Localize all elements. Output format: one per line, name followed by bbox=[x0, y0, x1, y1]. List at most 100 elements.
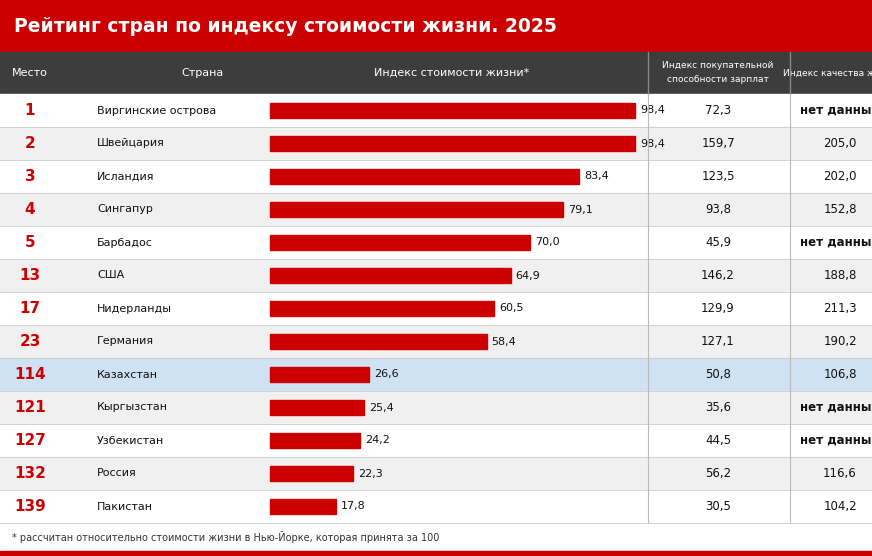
Text: 30,5: 30,5 bbox=[705, 500, 731, 513]
Text: Нидерланды: Нидерланды bbox=[97, 304, 172, 314]
Text: * рассчитан относительно стоимости жизни в Нью-Йорке, которая принята за 100: * рассчитан относительно стоимости жизни… bbox=[12, 531, 439, 543]
Text: нет данных: нет данных bbox=[800, 434, 872, 447]
Text: 188,8: 188,8 bbox=[823, 269, 856, 282]
Bar bbox=[270, 465, 352, 481]
Bar bbox=[270, 136, 635, 151]
Text: 205,0: 205,0 bbox=[823, 137, 856, 150]
Bar bbox=[0, 94, 872, 127]
Bar bbox=[270, 267, 511, 284]
Text: Кыргызстан: Кыргызстан bbox=[97, 403, 168, 413]
Text: Страна: Страна bbox=[181, 68, 223, 78]
Text: 58,4: 58,4 bbox=[492, 336, 516, 346]
Text: 45,9: 45,9 bbox=[705, 236, 731, 249]
Text: 93,8: 93,8 bbox=[705, 203, 731, 216]
Bar bbox=[0, 424, 872, 457]
Bar bbox=[0, 0, 872, 52]
Text: 64,9: 64,9 bbox=[515, 271, 541, 280]
Bar bbox=[0, 391, 872, 424]
Text: 44,5: 44,5 bbox=[705, 434, 731, 447]
Text: 211,3: 211,3 bbox=[823, 302, 857, 315]
Text: Узбекистан: Узбекистан bbox=[97, 435, 164, 445]
Bar bbox=[0, 226, 872, 259]
Text: 121: 121 bbox=[14, 400, 46, 415]
Text: Германия: Германия bbox=[97, 336, 154, 346]
Text: Барбадос: Барбадос bbox=[97, 237, 153, 247]
Text: 22,3: 22,3 bbox=[358, 469, 383, 479]
Text: 24,2: 24,2 bbox=[364, 435, 390, 445]
Text: 2: 2 bbox=[24, 136, 36, 151]
Text: 146,2: 146,2 bbox=[701, 269, 735, 282]
Text: 129,9: 129,9 bbox=[701, 302, 735, 315]
Bar bbox=[270, 301, 494, 316]
Text: США: США bbox=[97, 271, 124, 280]
Text: Сингапур: Сингапур bbox=[97, 205, 153, 215]
Text: нет данных: нет данных bbox=[800, 236, 872, 249]
Text: 190,2: 190,2 bbox=[823, 335, 857, 348]
Bar bbox=[0, 127, 872, 160]
Text: 5: 5 bbox=[24, 235, 35, 250]
Text: 116,6: 116,6 bbox=[823, 467, 857, 480]
Text: 106,8: 106,8 bbox=[823, 368, 857, 381]
Text: 104,2: 104,2 bbox=[823, 500, 857, 513]
Text: 72,3: 72,3 bbox=[705, 104, 731, 117]
Text: 139: 139 bbox=[14, 499, 46, 514]
Text: 23: 23 bbox=[19, 334, 41, 349]
Text: 13: 13 bbox=[19, 268, 41, 283]
Bar bbox=[270, 433, 360, 449]
Bar bbox=[0, 325, 872, 358]
Bar bbox=[270, 102, 635, 118]
Text: 79,1: 79,1 bbox=[569, 205, 593, 215]
Text: Индекс покупательной: Индекс покупательной bbox=[663, 62, 773, 71]
Text: 152,8: 152,8 bbox=[823, 203, 857, 216]
Bar bbox=[270, 235, 529, 250]
Bar bbox=[0, 358, 872, 391]
Text: Исландия: Исландия bbox=[97, 171, 154, 181]
Text: 4: 4 bbox=[24, 202, 35, 217]
Text: нет данных: нет данных bbox=[800, 401, 872, 414]
Bar bbox=[0, 457, 872, 490]
Bar bbox=[0, 292, 872, 325]
Text: 127,1: 127,1 bbox=[701, 335, 735, 348]
Text: 3: 3 bbox=[24, 169, 35, 184]
Text: 50,8: 50,8 bbox=[705, 368, 731, 381]
Text: 123,5: 123,5 bbox=[701, 170, 735, 183]
Text: 127: 127 bbox=[14, 433, 46, 448]
Text: способности зарплат: способности зарплат bbox=[667, 76, 769, 85]
Text: Виргинские острова: Виргинские острова bbox=[97, 106, 216, 116]
Text: 60,5: 60,5 bbox=[500, 304, 524, 314]
Text: 56,2: 56,2 bbox=[705, 467, 731, 480]
Text: 17,8: 17,8 bbox=[341, 502, 365, 512]
Text: Россия: Россия bbox=[97, 469, 137, 479]
Text: Рейтинг стран по индексу стоимости жизни. 2025: Рейтинг стран по индексу стоимости жизни… bbox=[14, 17, 557, 36]
Text: Швейцария: Швейцария bbox=[97, 138, 165, 148]
Text: Пакистан: Пакистан bbox=[97, 502, 153, 512]
Bar bbox=[0, 490, 872, 523]
Bar bbox=[270, 366, 369, 383]
Bar bbox=[270, 168, 579, 185]
Text: Место: Место bbox=[12, 68, 48, 78]
Text: нет данных: нет данных bbox=[800, 104, 872, 117]
Text: 159,7: 159,7 bbox=[701, 137, 735, 150]
Text: 25,4: 25,4 bbox=[369, 403, 394, 413]
Text: 98,4: 98,4 bbox=[640, 106, 664, 116]
Text: 114: 114 bbox=[14, 367, 46, 382]
Text: Казахстан: Казахстан bbox=[97, 370, 158, 380]
Text: 70,0: 70,0 bbox=[535, 237, 559, 247]
Text: 1: 1 bbox=[24, 103, 35, 118]
Text: Индекс стоимости жизни*: Индекс стоимости жизни* bbox=[374, 68, 529, 78]
Text: 83,4: 83,4 bbox=[584, 171, 610, 181]
Bar bbox=[0, 193, 872, 226]
Text: 132: 132 bbox=[14, 466, 46, 481]
Text: Индекс качества жизни: Индекс качества жизни bbox=[783, 68, 872, 77]
Text: 202,0: 202,0 bbox=[823, 170, 857, 183]
Bar bbox=[270, 202, 563, 217]
Text: 26,6: 26,6 bbox=[374, 370, 399, 380]
Text: 35,6: 35,6 bbox=[705, 401, 731, 414]
Bar bbox=[0, 551, 872, 556]
Bar bbox=[0, 259, 872, 292]
Text: 17: 17 bbox=[19, 301, 41, 316]
Bar bbox=[270, 400, 364, 415]
Bar bbox=[270, 334, 487, 349]
Bar bbox=[270, 499, 336, 514]
Bar bbox=[0, 160, 872, 193]
